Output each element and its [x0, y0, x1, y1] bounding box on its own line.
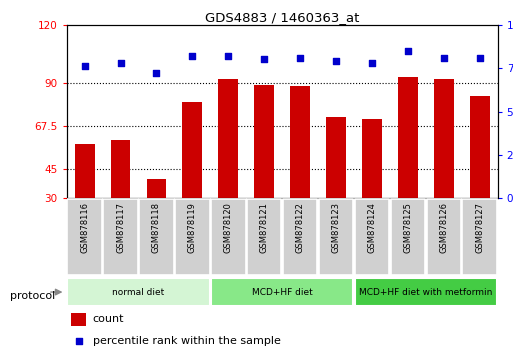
Point — [296, 55, 304, 61]
Text: GSM878120: GSM878120 — [224, 202, 233, 253]
Text: percentile rank within the sample: percentile rank within the sample — [92, 336, 281, 346]
Point — [260, 57, 268, 62]
Point — [75, 338, 83, 344]
Bar — [75, 144, 94, 198]
Text: GSM878119: GSM878119 — [188, 202, 197, 253]
Point — [152, 70, 161, 76]
Bar — [183, 102, 202, 198]
Bar — [111, 141, 130, 198]
Bar — [219, 79, 238, 198]
FancyBboxPatch shape — [462, 199, 497, 275]
FancyBboxPatch shape — [390, 199, 425, 275]
FancyBboxPatch shape — [139, 199, 174, 275]
Point — [440, 55, 448, 61]
FancyBboxPatch shape — [67, 199, 102, 275]
Bar — [434, 79, 453, 198]
Text: GSM878121: GSM878121 — [260, 202, 269, 253]
Text: GSM878127: GSM878127 — [475, 202, 484, 253]
Text: MCD+HF diet with metformin: MCD+HF diet with metformin — [359, 287, 492, 297]
Text: GSM878118: GSM878118 — [152, 202, 161, 253]
Text: GSM878123: GSM878123 — [331, 202, 341, 253]
Text: GSM878124: GSM878124 — [367, 202, 377, 253]
FancyBboxPatch shape — [319, 199, 353, 275]
FancyBboxPatch shape — [211, 199, 246, 275]
Text: protocol: protocol — [10, 291, 55, 301]
Text: count: count — [92, 314, 124, 325]
Text: GSM878116: GSM878116 — [80, 202, 89, 253]
Point — [476, 55, 484, 61]
Text: GSM878126: GSM878126 — [439, 202, 448, 253]
FancyBboxPatch shape — [426, 199, 461, 275]
Bar — [362, 119, 382, 198]
Point — [81, 64, 89, 69]
Text: normal diet: normal diet — [112, 287, 165, 297]
Point — [332, 58, 340, 64]
Bar — [398, 77, 418, 198]
Bar — [254, 85, 274, 198]
FancyBboxPatch shape — [103, 199, 138, 275]
Text: GSM878125: GSM878125 — [403, 202, 412, 253]
FancyBboxPatch shape — [247, 199, 282, 275]
Text: MCD+HF diet: MCD+HF diet — [252, 287, 312, 297]
FancyBboxPatch shape — [354, 278, 497, 306]
Point — [188, 53, 196, 59]
Bar — [290, 86, 310, 198]
Point — [224, 53, 232, 59]
FancyBboxPatch shape — [67, 278, 210, 306]
Bar — [71, 313, 86, 326]
Text: GSM878117: GSM878117 — [116, 202, 125, 253]
FancyBboxPatch shape — [283, 199, 318, 275]
FancyBboxPatch shape — [175, 199, 210, 275]
FancyBboxPatch shape — [211, 278, 353, 306]
Point — [116, 60, 125, 66]
Point — [404, 48, 412, 53]
Text: GSM878122: GSM878122 — [295, 202, 305, 253]
Bar — [147, 179, 166, 198]
Title: GDS4883 / 1460363_at: GDS4883 / 1460363_at — [205, 11, 359, 24]
Point — [368, 60, 376, 66]
Bar — [470, 96, 489, 198]
Bar — [326, 117, 346, 198]
FancyBboxPatch shape — [354, 199, 389, 275]
